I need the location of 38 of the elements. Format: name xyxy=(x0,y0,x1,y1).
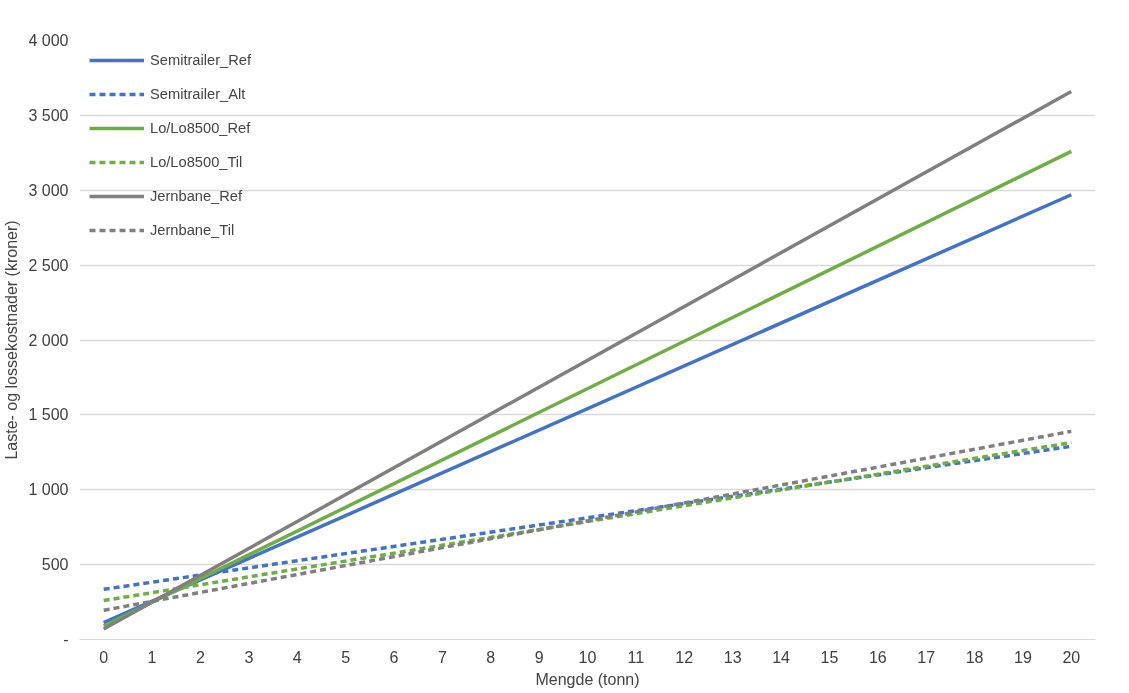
x-tick-label: 9 xyxy=(534,648,544,666)
legend-label: Semitrailer_Alt xyxy=(150,86,246,102)
y-tick-label: 3 500 xyxy=(28,106,69,124)
x-tick-label: 16 xyxy=(868,648,887,666)
y-tick-label: 3 000 xyxy=(28,181,69,199)
legend-label: Lo/Lo8500_Ref xyxy=(150,120,251,136)
y-tick-label: 4 000 xyxy=(28,32,69,49)
x-tick-label: 7 xyxy=(437,648,447,666)
y-tick-label: - xyxy=(63,631,69,648)
legend-label: Jernbane_Til xyxy=(150,222,235,238)
legend-label: Lo/Lo8500_Til xyxy=(150,154,243,170)
x-tick-label: 13 xyxy=(723,648,742,666)
x-tick-label: 12 xyxy=(675,648,694,666)
x-tick-label: 1 xyxy=(147,648,157,666)
x-tick-label: 8 xyxy=(486,648,496,666)
x-tick-label: 15 xyxy=(820,648,839,666)
x-tick-label: 0 xyxy=(99,648,109,666)
x-tick-label: 14 xyxy=(772,648,791,666)
x-tick-label: 20 xyxy=(1062,648,1081,666)
x-tick-label: 3 xyxy=(244,648,254,666)
y-axis-title: Laste- og lossekostnader (kroner) xyxy=(3,220,21,460)
legend-label: Semitrailer_Ref xyxy=(150,52,251,68)
x-axis-title: Mengde (tonn) xyxy=(535,670,640,688)
x-tick-label: 5 xyxy=(341,648,351,666)
x-tick-label: 6 xyxy=(389,648,399,666)
x-tick-label: 19 xyxy=(1014,648,1032,666)
y-tick-label: 500 xyxy=(41,556,69,574)
y-tick-label: 1 500 xyxy=(28,406,69,424)
x-tick-label: 17 xyxy=(917,648,936,666)
y-tick-label: 2 500 xyxy=(28,256,69,274)
x-tick-label: 2 xyxy=(196,648,205,666)
x-tick-label: 4 xyxy=(292,648,302,666)
x-tick-label: 10 xyxy=(578,648,597,666)
y-tick-label: 1 000 xyxy=(28,481,69,499)
x-tick-label: 11 xyxy=(627,648,645,666)
y-tick-label: 2 000 xyxy=(28,331,69,349)
x-tick-label: 18 xyxy=(965,648,984,666)
legend-label: Jernbane_Ref xyxy=(150,188,243,204)
